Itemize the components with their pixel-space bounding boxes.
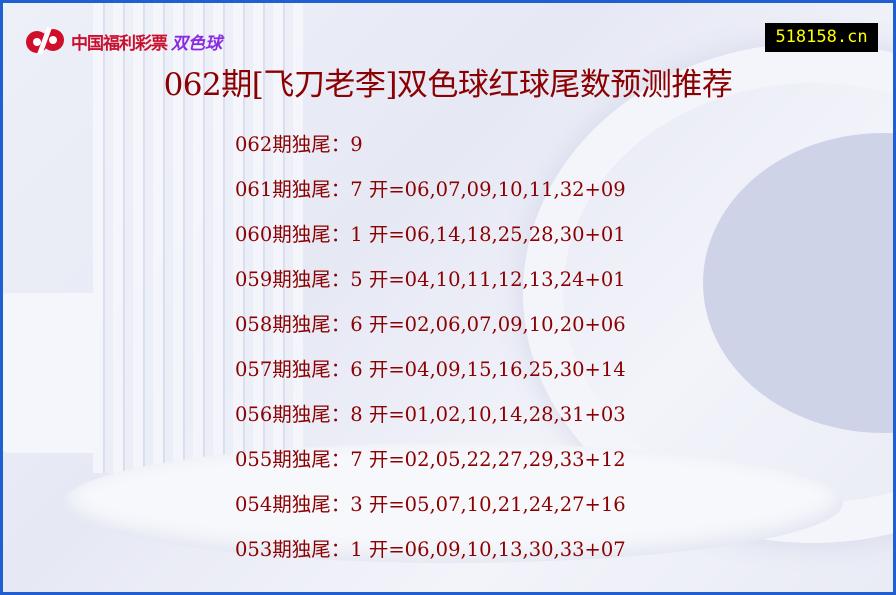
list-item: 058期独尾：6 开=02,06,07,09,10,20+06: [235, 313, 626, 336]
lottery-logo: 中国福利彩票 双色球: [23, 25, 222, 57]
list-item: 061期独尾：7 开=06,07,09,10,11,32+09: [235, 178, 626, 201]
prediction-list: 062期独尾：9 061期独尾：7 开=06,07,09,10,11,32+09…: [235, 130, 626, 580]
list-item: 062期独尾：9: [235, 133, 363, 156]
background-stripes: [93, 3, 303, 473]
page-title: 062期[飞刀老李]双色球红球尾数预测推荐: [163, 67, 733, 103]
list-item: 053期独尾：1 开=06,09,10,13,30,33+07: [235, 538, 626, 561]
list-item: 055期独尾：7 开=02,05,22,27,29,33+12: [235, 448, 626, 471]
list-item: 056期独尾：8 开=01,02,10,14,28,31+03: [235, 403, 626, 426]
welfare-lottery-logo-icon: [26, 26, 64, 55]
background-podium: [63, 443, 843, 563]
background-vase: [3, 293, 98, 453]
list-item: 059期独尾：5 开=04,10,11,12,13,24+01: [235, 268, 626, 291]
list-item: 057期独尾：6 开=04,09,15,16,25,30+14: [235, 358, 626, 381]
logo-text: 中国福利彩票: [71, 33, 168, 54]
logo-product: 双色球: [171, 33, 222, 54]
list-item: 054期独尾：3 开=05,07,10,21,24,27+16: [235, 493, 626, 516]
list-item: 060期独尾：1 开=06,14,18,25,28,30+01: [235, 223, 626, 246]
site-badge: 518158.cn: [765, 23, 878, 52]
